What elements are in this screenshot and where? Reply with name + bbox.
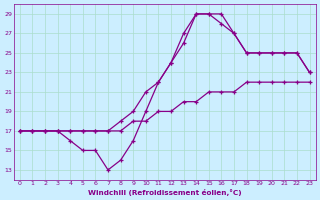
X-axis label: Windchill (Refroidissement éolien,°C): Windchill (Refroidissement éolien,°C) [88,189,242,196]
